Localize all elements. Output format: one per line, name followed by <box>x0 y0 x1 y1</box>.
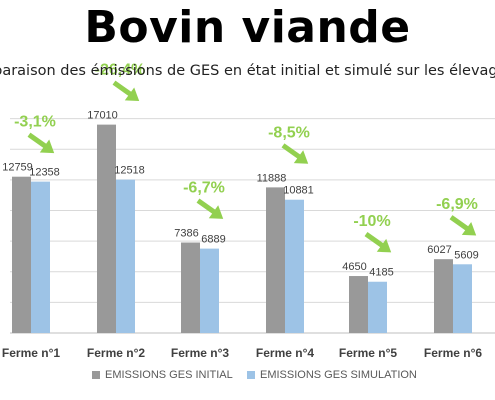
x-tick-labels: Ferme n°1 Ferme n°2 Ferme n°3 Ferme n°4 Ferm… <box>2 346 482 360</box>
legend-swatch-simulation <box>247 371 255 379</box>
data-label-initial: 12759 <box>2 162 33 174</box>
data-label-initial: 4650 <box>342 261 366 273</box>
bar-simulation <box>116 179 135 333</box>
annotation-label: -10% <box>353 213 390 230</box>
annotation-label: -26,4% <box>95 62 146 79</box>
bar-initial <box>266 187 285 333</box>
x-tick-label: Ferme n°6 <box>424 346 482 360</box>
data-label-simulation: 12358 <box>29 167 60 179</box>
legend-item-simulation: EMISSIONS GES SIMULATION <box>247 369 417 381</box>
annotation-arrow-head <box>461 222 477 236</box>
bar-simulation <box>285 199 304 333</box>
bar-initial <box>12 176 31 333</box>
annotation-arrow-shaft <box>196 198 217 215</box>
annotation-label: -6,7% <box>183 180 225 197</box>
chart-subtitle: Comparaison des émissions de GES en état… <box>0 63 495 79</box>
x-tick-label: Ferme n°3 <box>171 346 229 360</box>
legend-item-initial: EMISSIONS GES INITIAL <box>92 369 233 381</box>
bar-simulation <box>453 264 472 333</box>
bar-simulation <box>200 248 219 333</box>
annotation-arrow-head <box>39 139 55 154</box>
annotation-label: -3,1% <box>14 114 56 131</box>
page-title: Bovin viande <box>84 2 411 53</box>
bar-initial <box>181 242 200 333</box>
bar-initial <box>434 259 453 333</box>
data-label-initial: 11888 <box>257 172 287 184</box>
legend-label-simulation: EMISSIONS GES SIMULATION <box>260 369 417 381</box>
annotation-arrow-head <box>293 150 309 164</box>
data-label-initial: 7386 <box>174 228 198 240</box>
annotation-arrow-shaft <box>112 80 133 97</box>
data-label-simulation: 6889 <box>201 234 225 246</box>
x-tick-label: Ferme n°2 <box>87 346 145 360</box>
annotation-arrow-shaft <box>281 143 302 160</box>
annotation-arrow-head <box>376 238 392 253</box>
gridlines <box>10 118 495 334</box>
annotations: -3,1% -26,4% -6,7% -8,5% -10% -6,9% <box>14 62 478 253</box>
annotation-arrow-shaft <box>27 132 48 149</box>
annotation-arrow-shaft <box>364 231 385 249</box>
bar-simulation <box>31 181 50 333</box>
x-tick-label: Ferme n°4 <box>256 346 314 360</box>
data-label-initial: 6027 <box>427 244 451 256</box>
annotation-label: -6,9% <box>436 196 478 213</box>
legend-label-initial: EMISSIONS GES INITIAL <box>105 369 233 381</box>
annotation-arrow-shaft <box>449 215 470 232</box>
annotation-arrow-head <box>124 87 140 101</box>
bar-simulation <box>368 281 387 333</box>
legend-swatch-initial <box>92 371 100 379</box>
bar-initial <box>349 276 368 333</box>
bars <box>12 124 472 333</box>
data-label-simulation: 10881 <box>283 185 314 197</box>
data-label-simulation: 4185 <box>369 267 393 279</box>
data-label-initial: 17010 <box>87 110 118 122</box>
data-label-simulation: 5609 <box>454 249 478 261</box>
x-tick-label: Ferme n°1 <box>2 346 60 360</box>
x-tick-label: Ferme n°5 <box>339 346 397 360</box>
annotation-arrow-head <box>208 205 224 219</box>
bar-initial <box>97 124 116 333</box>
annotation-label: -8,5% <box>268 124 310 141</box>
data-label-simulation: 12518 <box>114 165 145 177</box>
